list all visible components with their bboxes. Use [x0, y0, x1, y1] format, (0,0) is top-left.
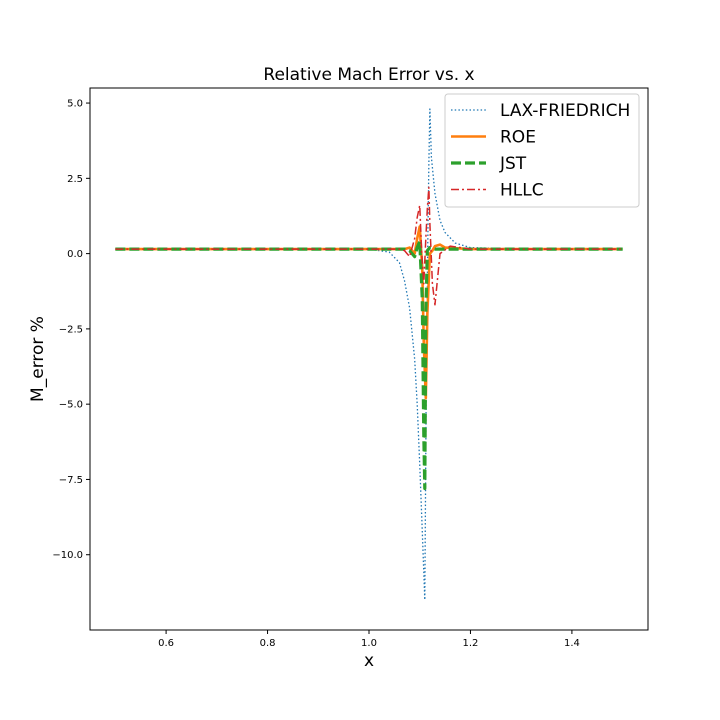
y-axis-label: M_error % [28, 316, 48, 402]
x-axis-label: x [364, 651, 374, 671]
y-tick-label: −7.5 [59, 475, 83, 486]
series-line-roe [115, 225, 623, 400]
series-line-jst [115, 239, 623, 491]
x-tick-label: 1.2 [463, 638, 479, 649]
legend-label: LAX-FRIEDRICH [500, 101, 630, 121]
legend-label: HLLC [500, 181, 544, 201]
legend-box [444, 93, 640, 208]
y-tick-label: 0.0 [67, 249, 83, 260]
y-tick-label: 2.5 [67, 174, 83, 185]
x-tick-label: 1.0 [361, 638, 377, 649]
x-tick-label: 1.4 [564, 638, 580, 649]
legend-label: ROE [500, 128, 536, 148]
y-axis-ticks: 5.0 2.5 0.0 −2.5 −5.0 −7.5 −10.0 [52, 99, 90, 561]
chart-title: Relative Mach Error vs. x [263, 65, 474, 85]
y-tick-label: 5.0 [67, 99, 83, 110]
series-line-hllc [115, 186, 623, 306]
legend-label: JST [499, 154, 527, 174]
plot-area [89, 87, 649, 631]
x-axis-ticks: 0.6 0.8 1.0 1.2 1.4 [158, 630, 580, 649]
x-tick-label: 0.6 [158, 638, 174, 649]
y-tick-label: −10.0 [52, 550, 83, 561]
x-tick-label: 0.8 [260, 638, 276, 649]
y-tick-label: −2.5 [59, 324, 83, 335]
legend: LAX-FRIEDRICH ROE JST HLLC [444, 93, 640, 208]
series-layer [115, 108, 623, 601]
y-tick-label: −5.0 [59, 400, 83, 411]
